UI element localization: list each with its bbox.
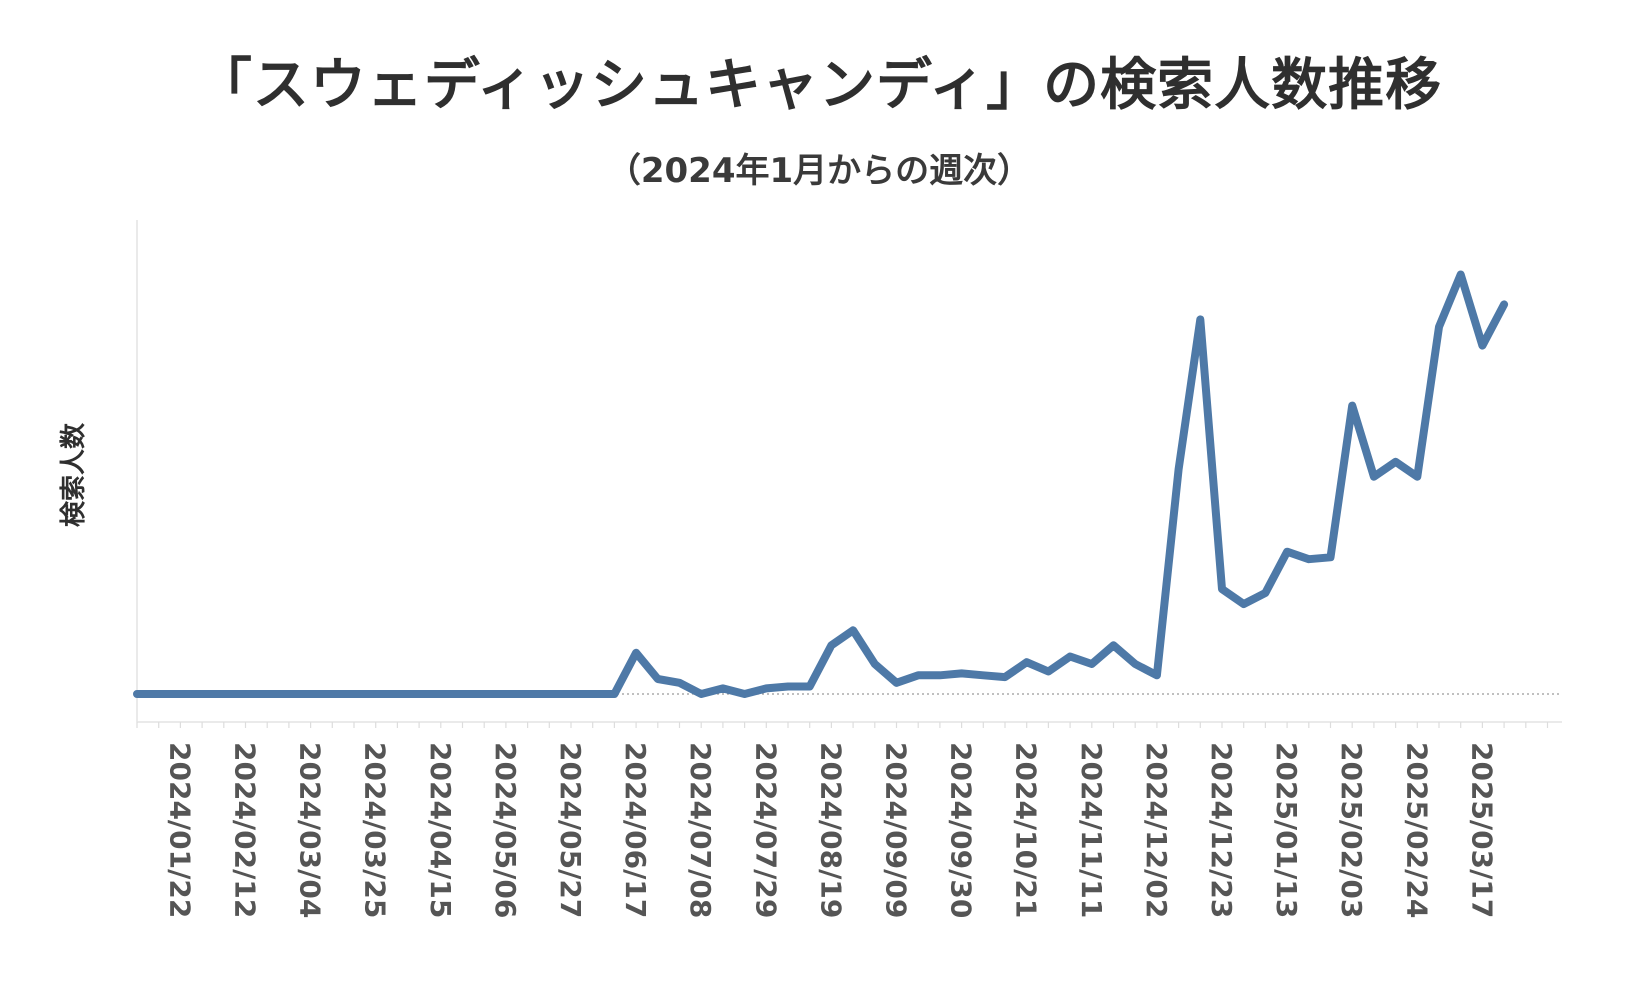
x-tick-label: 2024/07/29 <box>749 742 782 918</box>
x-tick-label: 2024/11/11 <box>1075 742 1108 918</box>
x-tick-label: 2024/01/22 <box>163 742 196 918</box>
x-tick-label: 2025/03/17 <box>1465 742 1498 918</box>
x-tick-label: 2024/09/09 <box>880 742 913 918</box>
chart-subtitle: （2024年1月からの週次） <box>606 151 1032 191</box>
x-tick-label: 2024/05/27 <box>554 742 587 918</box>
plot-frame <box>136 220 1562 723</box>
x-tick-label: 2024/06/17 <box>619 742 652 918</box>
x-tick-label: 2024/03/25 <box>359 742 392 918</box>
x-tick-label: 2025/02/03 <box>1335 742 1368 918</box>
chart-title: 「スウェディッシュキャンディ」の検索人数推移 <box>195 53 1443 118</box>
x-axis-ticks <box>136 722 1549 728</box>
x-tick-label: 2025/02/24 <box>1400 742 1433 918</box>
x-tick-label: 2024/12/02 <box>1140 742 1173 918</box>
x-axis-tick-labels: 2024/01/22 2024/02/12 2024/03/04 2024/03/25… <box>163 742 1498 918</box>
x-tick-label: 2024/12/23 <box>1205 742 1238 918</box>
x-tick-label: 2024/02/12 <box>229 742 262 918</box>
x-tick-label: 2024/04/15 <box>424 742 457 918</box>
x-tick-label: 2024/08/19 <box>814 742 847 918</box>
x-tick-label: 2025/01/13 <box>1270 742 1303 918</box>
x-tick-label: 2024/03/04 <box>294 742 327 918</box>
x-tick-label: 2024/10/21 <box>1010 742 1043 918</box>
x-tick-label: 2024/07/08 <box>684 742 717 918</box>
series-layer <box>133 270 1509 698</box>
x-tick-label: 2024/05/06 <box>489 742 522 918</box>
series-line <box>133 270 1509 698</box>
x-tick-label: 2024/09/30 <box>945 742 978 918</box>
